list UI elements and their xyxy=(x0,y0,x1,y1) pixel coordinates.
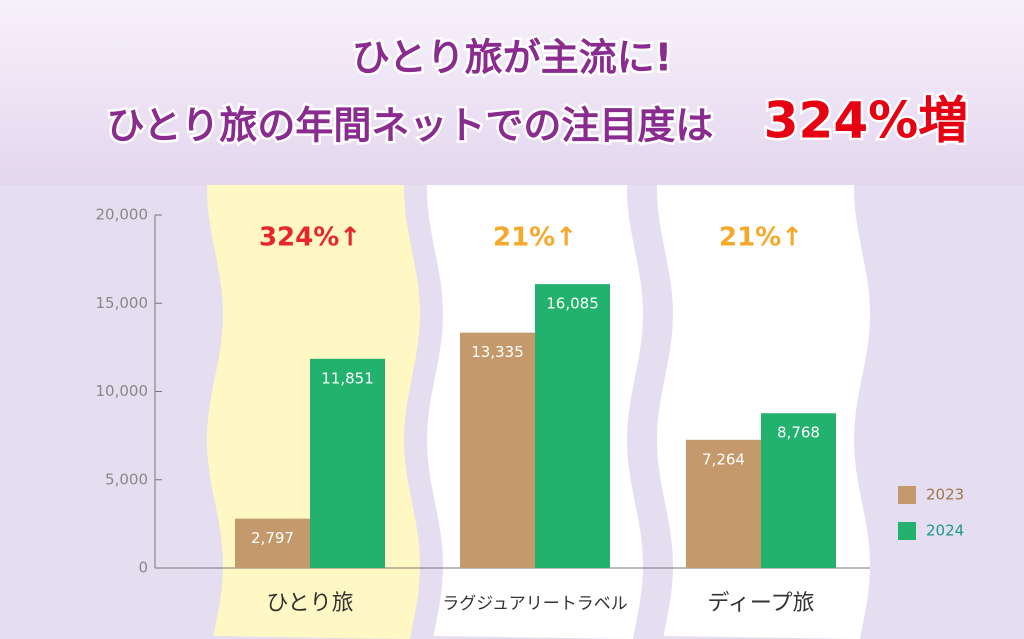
annotation: 21%↑ xyxy=(493,223,577,253)
y-tick-label: 0 xyxy=(138,559,148,577)
legend-label: 2024 xyxy=(926,522,964,540)
bar xyxy=(235,518,310,568)
chart-subtitle: ひとり旅の年間ネットでの注目度は xyxy=(107,104,714,148)
header xyxy=(0,0,1024,185)
x-tick-label: ひとり旅 xyxy=(266,591,353,616)
value-label: 2,797 xyxy=(251,529,294,547)
y-tick-label: 15,000 xyxy=(96,294,149,312)
legend-swatch xyxy=(898,522,916,540)
annotation: 324%↑ xyxy=(259,223,361,253)
bar xyxy=(686,439,761,568)
value-label: 7,264 xyxy=(702,450,745,468)
bar xyxy=(310,358,385,568)
chart-title: ひとり旅が主流に! xyxy=(352,36,672,80)
value-label: 16,085 xyxy=(546,295,599,313)
bar xyxy=(761,413,836,568)
x-tick-label: ディープ旅 xyxy=(707,591,814,616)
x-tick-label: ラグジュアリートラベル xyxy=(442,594,627,614)
highlight: 324%増 xyxy=(764,92,968,150)
bar xyxy=(535,284,610,568)
annotation: 21%↑ xyxy=(719,223,803,253)
y-tick-label: 5,000 xyxy=(105,470,148,488)
bar xyxy=(460,332,535,568)
value-label: 11,851 xyxy=(321,369,374,387)
legend-label: 2023 xyxy=(926,486,964,504)
value-label: 8,768 xyxy=(777,424,820,442)
y-tick-label: 20,000 xyxy=(96,206,149,224)
legend-swatch xyxy=(898,486,916,504)
y-tick-label: 10,000 xyxy=(96,382,149,400)
value-label: 13,335 xyxy=(471,343,524,361)
